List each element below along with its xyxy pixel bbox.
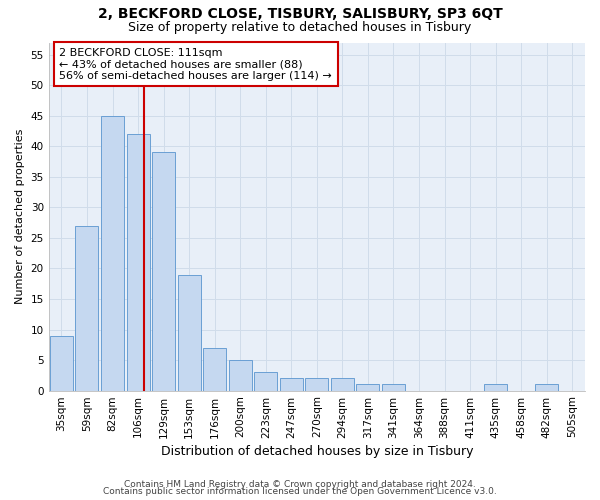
Text: 2 BECKFORD CLOSE: 111sqm
← 43% of detached houses are smaller (88)
56% of semi-d: 2 BECKFORD CLOSE: 111sqm ← 43% of detach… <box>59 48 332 81</box>
Bar <box>229 360 252 390</box>
Text: Contains public sector information licensed under the Open Government Licence v3: Contains public sector information licen… <box>103 488 497 496</box>
Text: 2, BECKFORD CLOSE, TISBURY, SALISBURY, SP3 6QT: 2, BECKFORD CLOSE, TISBURY, SALISBURY, S… <box>98 8 502 22</box>
Bar <box>280 378 303 390</box>
Bar <box>305 378 328 390</box>
Bar <box>152 152 175 390</box>
Bar <box>127 134 149 390</box>
Text: Contains HM Land Registry data © Crown copyright and database right 2024.: Contains HM Land Registry data © Crown c… <box>124 480 476 489</box>
Bar <box>178 274 200 390</box>
Bar <box>484 384 507 390</box>
Bar <box>356 384 379 390</box>
Bar <box>101 116 124 390</box>
Bar <box>76 226 98 390</box>
Text: Size of property relative to detached houses in Tisbury: Size of property relative to detached ho… <box>128 21 472 34</box>
X-axis label: Distribution of detached houses by size in Tisbury: Distribution of detached houses by size … <box>161 444 473 458</box>
Bar <box>331 378 354 390</box>
Bar <box>254 372 277 390</box>
Bar <box>535 384 558 390</box>
Bar <box>203 348 226 391</box>
Bar <box>50 336 73 390</box>
Bar <box>382 384 405 390</box>
Y-axis label: Number of detached properties: Number of detached properties <box>15 129 25 304</box>
